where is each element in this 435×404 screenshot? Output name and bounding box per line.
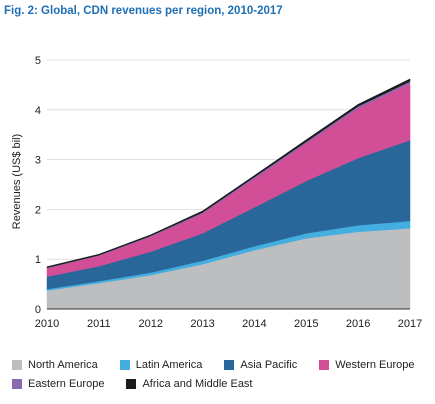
legend-label-latin-america: Latin America <box>135 358 203 371</box>
x-tick-label-2011: 2011 <box>87 318 111 330</box>
x-tick-label-2016: 2016 <box>346 318 370 330</box>
legend-swatch-africa-middle-east <box>126 378 137 389</box>
legend-item-latin-america: Latin America <box>119 358 203 371</box>
legend-item-eastern-europe: Eastern Europe <box>12 378 104 390</box>
legend-label-north-america: North America <box>28 358 98 371</box>
legend-swatch-latin-america <box>119 359 130 370</box>
y-tick-label-1: 1 <box>35 254 41 266</box>
x-tick-label-2010: 2010 <box>35 318 59 330</box>
y-tick-label-4: 4 <box>35 105 41 117</box>
x-tick-label-2014: 2014 <box>242 318 266 330</box>
legend-item-western-europe: Western Europe <box>319 358 415 371</box>
y-axis-label: Revenues (US$ bil) <box>11 134 23 229</box>
legend-row-1: North America Latin America Asia Pacific… <box>12 356 432 373</box>
legend-row-2: Eastern Europe Africa and Middle East <box>12 375 432 392</box>
x-tick-label-2017: 2017 <box>398 318 422 330</box>
legend-swatch-asia-pacific <box>224 359 235 370</box>
area-africa-and-middle-east <box>46 78 411 269</box>
x-tick-label-2013: 2013 <box>190 318 214 330</box>
y-tick-label-3: 3 <box>35 155 41 167</box>
legend-label-africa-middle-east: Africa and Middle East <box>142 377 253 390</box>
figure-title: Fig. 2: Global, CDN revenues per region,… <box>4 5 283 17</box>
chart-legend: North America Latin America Asia Pacific… <box>12 356 432 394</box>
legend-swatch-eastern-europe <box>12 378 22 389</box>
legend-label-western-europe: Western Europe <box>335 358 415 371</box>
legend-item-asia-pacific: Asia Pacific <box>224 359 297 371</box>
legend-swatch-western-europe <box>319 359 330 370</box>
legend-label-eastern-europe: Eastern Europe <box>28 377 105 390</box>
x-tick-label-2012: 2012 <box>138 318 162 330</box>
legend-swatch-north-america <box>12 359 22 370</box>
legend-item-north-america: North America <box>12 359 98 371</box>
x-tick-label-2015: 2015 <box>294 318 318 330</box>
y-tick-label-0: 0 <box>35 304 41 316</box>
y-tick-label-2: 2 <box>35 204 41 216</box>
legend-item-africa-middle-east: Africa and Middle East <box>126 377 253 390</box>
y-tick-label-5: 5 <box>35 55 41 67</box>
legend-label-asia-pacific: Asia Pacific <box>240 358 298 371</box>
stacked-area-chart: 0 1 2 3 4 5 2010 2011 2012 2013 2014 2015 2016 2017 Re… <box>11 55 422 330</box>
